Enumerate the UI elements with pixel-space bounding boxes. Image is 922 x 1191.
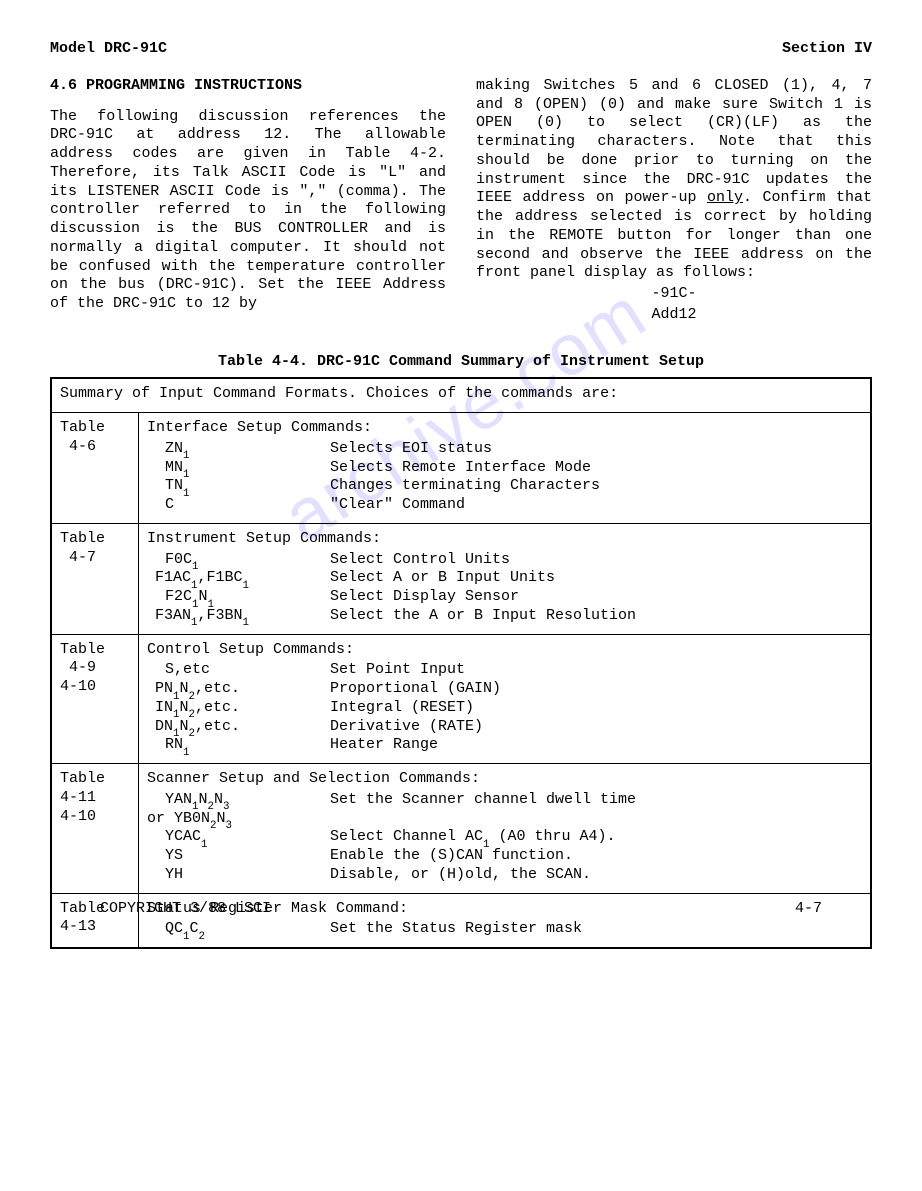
command-row: IN1N2,etc.Integral (RESET) [147, 699, 862, 718]
command-row: TN1Changes terminating Characters [147, 477, 862, 496]
command-code: TN1 [147, 477, 330, 496]
display-line-1: -91C- [476, 285, 872, 304]
table-ref-cell: Table 4-7 [51, 523, 139, 634]
command-desc: Changes terminating Characters [330, 477, 862, 496]
command-desc: Derivative (RATE) [330, 718, 862, 737]
command-row: F3AN1,F3BN1Select the A or B Input Resol… [147, 607, 862, 626]
command-desc: "Clear" Command [330, 496, 862, 515]
command-row: F2C1N1Select Display Sensor [147, 588, 862, 607]
command-desc: Set the Status Register mask [330, 920, 862, 939]
command-code: F0C1 [147, 551, 330, 570]
command-code: S,etc [147, 661, 330, 680]
command-code: PN1N2,etc. [147, 680, 330, 699]
section-label: Section IV [782, 40, 872, 59]
left-paragraph: The following discussion references the … [50, 108, 446, 314]
display-line-2: Add12 [476, 306, 872, 325]
group-title: Instrument Setup Commands: [147, 530, 862, 549]
command-row: F1AC1,F1BC1Select A or B Input Units [147, 569, 862, 588]
command-desc: Select A or B Input Units [330, 569, 862, 588]
table-ref-cell: Table 4-9 4-10 [51, 634, 139, 764]
command-desc: Disable, or (H)old, the SCAN. [330, 866, 862, 885]
command-row: PN1N2,etc.Proportional (GAIN) [147, 680, 862, 699]
section-title: 4.6 PROGRAMMING INSTRUCTIONS [50, 77, 446, 96]
command-desc: Set the Scanner channel dwell time [330, 791, 862, 810]
command-desc: Enable the (S)CAN function. [330, 847, 862, 866]
table-body-cell: Scanner Setup and Selection Commands: YAN… [139, 764, 872, 894]
copyright: COPYRIGHT 3/88 LSCI [100, 900, 271, 919]
command-row: YSEnable the (S)CAN function. [147, 847, 862, 866]
right-paragraph: making Switches 5 and 6 CLOSED (1), 4, 7… [476, 77, 872, 283]
command-row: ZN1Selects EOI status [147, 440, 862, 459]
command-desc: Set Point Input [330, 661, 862, 680]
command-desc: Select Channel AC1 (A0 thru A4). [330, 828, 862, 847]
command-desc: Proportional (GAIN) [330, 680, 862, 699]
page-header: Model DRC-91C Section IV [50, 40, 872, 59]
command-code: or YB0N2N3 [147, 810, 330, 829]
command-desc: Select Control Units [330, 551, 862, 570]
table-ref-cell: Table 4-11 4-10 [51, 764, 139, 894]
group-title: Interface Setup Commands: [147, 419, 862, 438]
table-body-cell: Interface Setup Commands: ZN1Selects EOI … [139, 413, 872, 524]
command-code: F3AN1,F3BN1 [147, 607, 330, 626]
command-row: F0C1Select Control Units [147, 551, 862, 570]
command-row: or YB0N2N3 [147, 810, 862, 829]
page-number: 4-7 [795, 900, 822, 919]
table-body-cell: Control Setup Commands:S,etcSet Point In… [139, 634, 872, 764]
command-code: C [147, 496, 330, 515]
command-row: RN1Heater Range [147, 736, 862, 755]
command-code: MN1 [147, 459, 330, 478]
command-desc: Selects Remote Interface Mode [330, 459, 862, 478]
command-desc: Select the A or B Input Resolution [330, 607, 862, 626]
command-row: C"Clear" Command [147, 496, 862, 515]
table-caption: Table 4-4. DRC-91C Command Summary of In… [50, 353, 872, 372]
only-underline: only [707, 189, 743, 206]
table-ref-cell: Table 4-6 [51, 413, 139, 524]
command-desc: Integral (RESET) [330, 699, 862, 718]
table-top-row: Summary of Input Command Formats. Choice… [51, 378, 871, 412]
command-code: QC1C2 [147, 920, 330, 939]
command-code: F2C1N1 [147, 588, 330, 607]
command-code: YAN1N2N3 [147, 791, 330, 810]
right-column: making Switches 5 and 6 CLOSED (1), 4, 7… [476, 77, 872, 325]
command-row: YCAC1Select Channel AC1 (A0 thru A4). [147, 828, 862, 847]
model-label: Model DRC-91C [50, 40, 167, 59]
group-title: Control Setup Commands: [147, 641, 862, 660]
command-row: YHDisable, or (H)old, the SCAN. [147, 866, 862, 885]
command-row: YAN1N2N3Set the Scanner channel dwell ti… [147, 791, 862, 810]
command-row: QC1C2Set the Status Register mask [147, 920, 862, 939]
command-desc: Selects EOI status [330, 440, 862, 459]
table-body-cell: Instrument Setup Commands: F0C1Select Con… [139, 523, 872, 634]
command-code: F1AC1,F1BC1 [147, 569, 330, 588]
command-row: S,etcSet Point Input [147, 661, 862, 680]
command-desc [330, 810, 862, 829]
command-code: ZN1 [147, 440, 330, 459]
command-code: YH [147, 866, 330, 885]
command-row: MN1Selects Remote Interface Mode [147, 459, 862, 478]
left-column: 4.6 PROGRAMMING INSTRUCTIONS The followi… [50, 77, 446, 325]
command-summary-table: Summary of Input Command Formats. Choice… [50, 377, 872, 949]
right-text-a: making Switches 5 and 6 CLOSED (1), 4, 7… [476, 77, 872, 207]
command-code: YS [147, 847, 330, 866]
command-desc: Heater Range [330, 736, 862, 755]
command-desc: Select Display Sensor [330, 588, 862, 607]
group-title: Scanner Setup and Selection Commands: [147, 770, 862, 789]
command-code: YCAC1 [147, 828, 330, 847]
command-row: DN1N2,etc.Derivative (RATE) [147, 718, 862, 737]
